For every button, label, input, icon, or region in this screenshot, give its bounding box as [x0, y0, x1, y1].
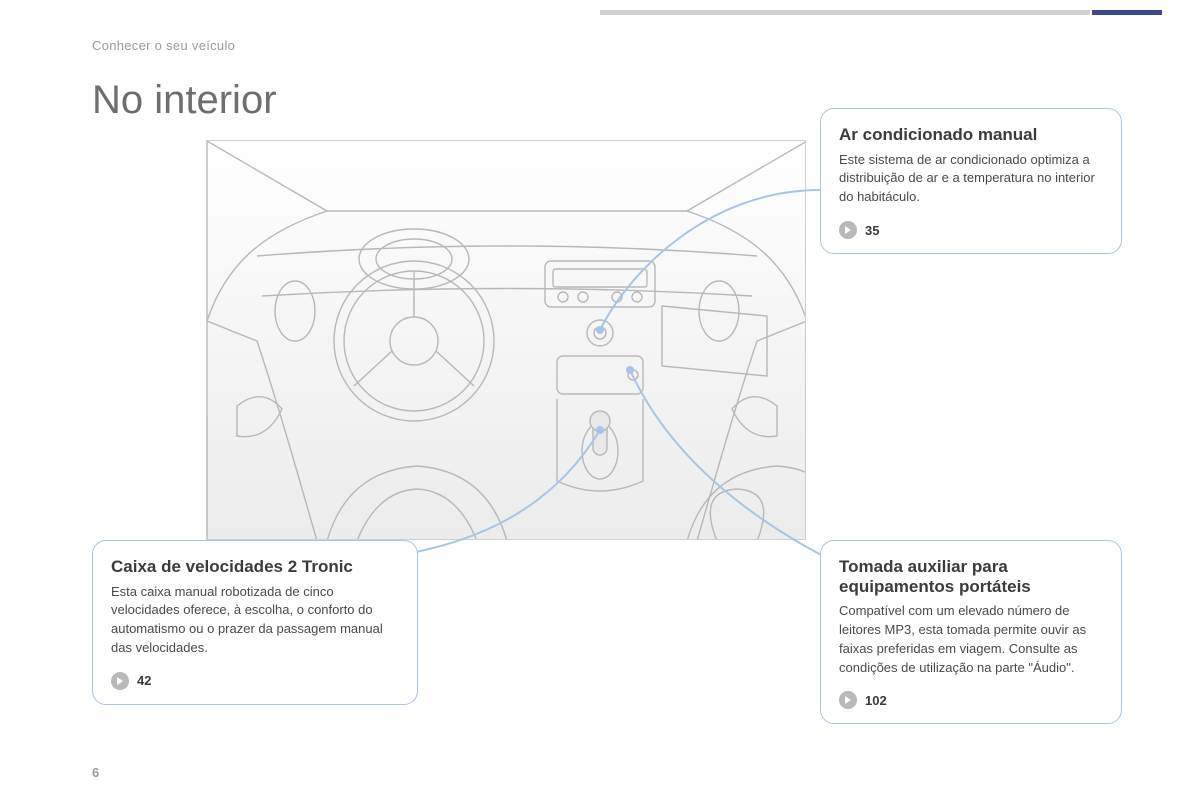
- page-title: No interior: [92, 78, 277, 123]
- callout-gear-body: Esta caixa manual robotizada de cinco ve…: [111, 583, 399, 658]
- goto-icon: [839, 221, 857, 239]
- callout-aux-body: Compatível com um elevado número de leit…: [839, 602, 1103, 677]
- page-number: 6: [92, 765, 99, 780]
- callout-aux-title: Tomada auxiliar para equipamentos portát…: [839, 557, 1103, 596]
- breadcrumb: Conhecer o seu veículo: [92, 38, 235, 53]
- page-ref-ac: 35: [839, 221, 1103, 239]
- page-ref-gear-num: 42: [137, 673, 151, 688]
- page-ref-aux: 102: [839, 691, 1103, 709]
- callout-aux: Tomada auxiliar para equipamentos portát…: [820, 540, 1122, 724]
- callout-ac: Ar condicionado manual Este sistema de a…: [820, 108, 1122, 254]
- page-ref-gear: 42: [111, 672, 399, 690]
- page-ref-aux-num: 102: [865, 693, 887, 708]
- page-ref-ac-num: 35: [865, 223, 879, 238]
- callout-ac-title: Ar condicionado manual: [839, 125, 1103, 145]
- goto-icon: [839, 691, 857, 709]
- callout-gear: Caixa de velocidades 2 Tronic Esta caixa…: [92, 540, 418, 705]
- dashboard-illustration: [206, 140, 806, 540]
- callout-gear-title: Caixa de velocidades 2 Tronic: [111, 557, 399, 577]
- header-stripe: [0, 0, 1200, 28]
- callout-ac-body: Este sistema de ar condicionado optimiza…: [839, 151, 1103, 208]
- goto-icon: [111, 672, 129, 690]
